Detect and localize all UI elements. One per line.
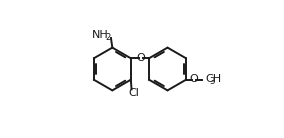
Text: NH: NH bbox=[92, 30, 109, 40]
Text: O: O bbox=[189, 74, 198, 84]
Text: CH: CH bbox=[205, 74, 222, 84]
Text: 3: 3 bbox=[210, 77, 215, 86]
Text: O: O bbox=[137, 53, 145, 63]
Text: 2: 2 bbox=[105, 33, 110, 42]
Text: Cl: Cl bbox=[128, 88, 139, 99]
